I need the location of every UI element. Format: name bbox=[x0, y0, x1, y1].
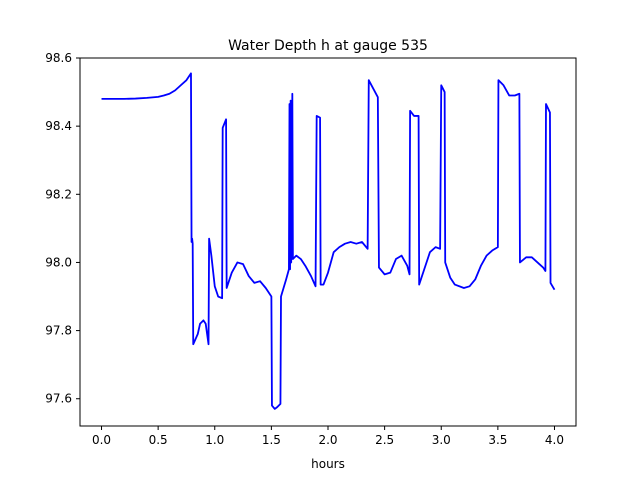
chart-title: Water Depth h at gauge 535 bbox=[228, 38, 428, 54]
x-axis-label: hours bbox=[311, 457, 345, 471]
y-tick-label: 98.0 bbox=[45, 255, 72, 269]
x-axis: 0.0 0.5 1.0 1.5 2.0 2.5 3.0 3.5 4.0 bbox=[92, 426, 564, 447]
y-tick-label: 97.6 bbox=[45, 392, 72, 406]
y-tick-label: 98.6 bbox=[45, 51, 72, 65]
series-line bbox=[101, 72, 556, 410]
x-tick-label: 3.5 bbox=[488, 433, 507, 447]
y-tick-label: 98.4 bbox=[45, 119, 72, 133]
y-tick-label: 97.8 bbox=[45, 324, 72, 338]
x-tick-label: 3.0 bbox=[432, 433, 451, 447]
y-tick-label: 98.2 bbox=[45, 187, 72, 201]
y-axis: 97.6 97.8 98.0 98.2 98.4 98.6 bbox=[45, 51, 80, 406]
x-tick-label: 0.0 bbox=[92, 433, 111, 447]
x-tick-label: 2.0 bbox=[318, 433, 337, 447]
x-tick-label: 2.5 bbox=[375, 433, 394, 447]
x-tick-label: 1.5 bbox=[262, 433, 281, 447]
x-tick-label: 4.0 bbox=[545, 433, 564, 447]
x-tick-label: 1.0 bbox=[205, 433, 224, 447]
x-tick-label: 0.5 bbox=[149, 433, 168, 447]
